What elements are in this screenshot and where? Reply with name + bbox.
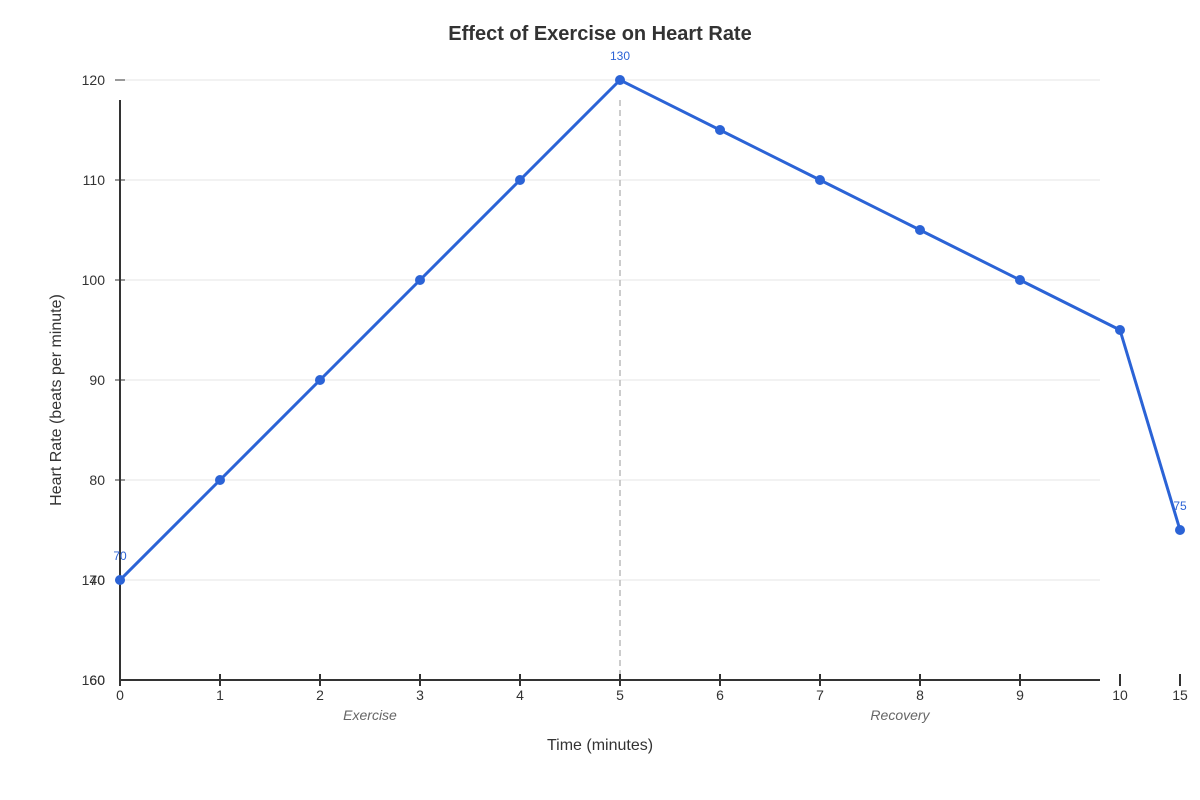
x-axis-label: Time (minutes) — [547, 737, 653, 754]
data-point — [115, 575, 125, 585]
y-tick-label: 160 — [82, 672, 106, 688]
data-label: 130 — [610, 49, 630, 63]
tick-labels: 120 110 100 90 80 140 160 70 60 0 1 2 3 4 5 6 7 8 9 10 15 Exe… — [82, 72, 1188, 723]
x-tick-label: 7 — [816, 687, 824, 703]
phase-label: Exercise — [343, 707, 397, 723]
data-point — [215, 475, 225, 485]
x-tick-label: 1 — [216, 687, 224, 703]
chart-title: Effect of Exercise on Heart Rate — [448, 23, 751, 45]
series — [115, 75, 1185, 585]
data-point — [515, 175, 525, 185]
grid — [120, 79, 1100, 581]
x-tick-label: 4 — [516, 687, 524, 703]
y-tick-label: 140 — [82, 572, 106, 588]
x-tick-label: 5 — [616, 687, 624, 703]
series-line — [118, 78, 1182, 582]
phase-label: Recovery — [870, 707, 930, 723]
y-tick-label: 120 — [82, 72, 106, 88]
y-tick-label: 70 — [89, 572, 105, 588]
x-tick-label: 15 — [1172, 687, 1188, 703]
data-label: 70 — [113, 549, 127, 563]
x-tick-label: 2 — [316, 687, 324, 703]
y-tick-label: 60 — [89, 672, 105, 688]
data-labels: 70 130 75 — [113, 49, 1187, 563]
axes — [115, 79, 1181, 686]
y-axis-label: Heart Rate (beats per minute) — [48, 294, 65, 506]
x-tick-label: 0 — [116, 687, 124, 703]
data-point — [715, 125, 725, 135]
y-tick-label: 100 — [82, 272, 106, 288]
x-tick-label: 9 — [1016, 687, 1024, 703]
y-tick-label: 110 — [83, 172, 106, 188]
x-tick-label: 8 — [916, 687, 924, 703]
y-tick-label: 80 — [89, 472, 105, 488]
data-point — [615, 75, 625, 85]
x-tick-label: 6 — [716, 687, 724, 703]
data-point — [1115, 325, 1125, 335]
data-label: 75 — [1173, 499, 1187, 513]
y-tick-label: 90 — [89, 372, 105, 388]
data-point — [1015, 275, 1025, 285]
x-tick-label: 3 — [416, 687, 424, 703]
data-point — [915, 225, 925, 235]
data-point — [415, 275, 425, 285]
data-point — [815, 175, 825, 185]
data-point — [1175, 525, 1185, 535]
x-tick-label: 10 — [1112, 687, 1128, 703]
data-point — [315, 375, 325, 385]
